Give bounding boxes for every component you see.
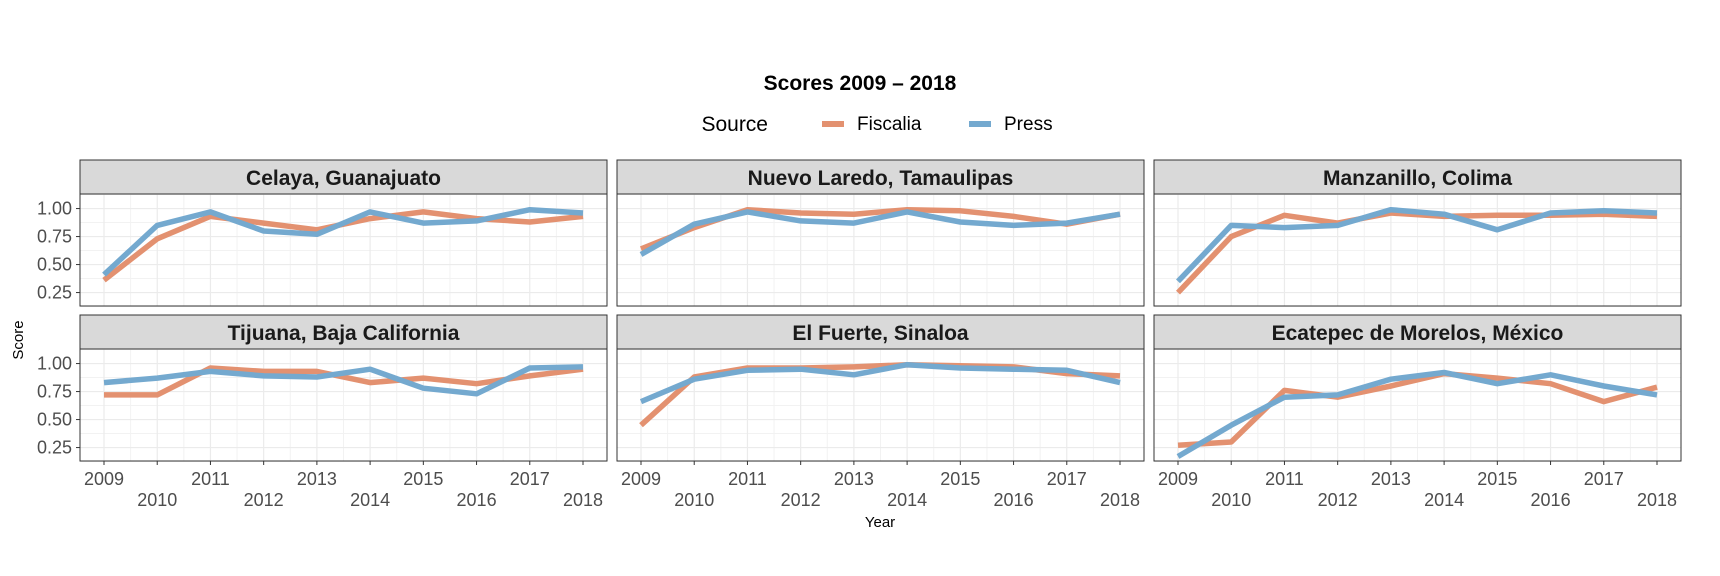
legend-title: Source [701, 113, 768, 136]
x-tick-label: 2016 [994, 490, 1034, 510]
series-line-press [1176, 206, 1658, 284]
y-tick-label: 0.75 [37, 382, 72, 402]
x-tick-label: 2015 [940, 469, 980, 489]
x-tick-label: 2013 [834, 469, 874, 489]
series-line-press [639, 361, 1121, 405]
x-tick-label: 2015 [403, 469, 443, 489]
x-tick-label: 2011 [728, 469, 767, 489]
facet-nuevo-laredo-tamaulipas: Nuevo Laredo, Tamaulipas [616, 159, 1145, 308]
x-tick-label: 2009 [1158, 469, 1198, 489]
legend-items: Fiscalia Press [822, 114, 1053, 135]
panel-border [616, 348, 1145, 462]
facet-title: Nuevo Laredo, Tamaulipas [748, 167, 1014, 190]
series-line-press [1176, 369, 1658, 459]
facet-title: Tijuana, Baja California [228, 322, 460, 345]
x-tick-label: 2017 [510, 469, 550, 489]
x-tick-label: 2009 [621, 469, 661, 489]
x-tick-label: 2012 [244, 490, 284, 510]
facet-title: Manzanillo, Colima [1323, 167, 1512, 190]
x-tick-label: 2014 [350, 490, 390, 510]
x-tick-label: 2009 [84, 469, 124, 489]
series-line-press [102, 206, 584, 277]
x-tick-label: 2010 [137, 490, 177, 510]
facet-celaya-guanajuato: Celaya, Guanajuato 0.25 0.50 0.75 1.00 [37, 159, 608, 308]
x-tick-label: 2014 [887, 490, 927, 510]
x-tick-label: 2010 [674, 490, 714, 510]
x-tick-label: 2011 [1265, 469, 1304, 489]
x-tick-label: 2011 [191, 469, 230, 489]
x-tick-label: 2017 [1047, 469, 1087, 489]
facet-strip [79, 314, 608, 350]
series-line-press [103, 364, 584, 397]
y-axis-title: Score [10, 320, 27, 359]
x-tick-label: 2012 [1318, 490, 1358, 510]
legend: Source Fiscalia Press [701, 113, 1052, 136]
x-tick-label: 2017 [1584, 469, 1624, 489]
legend-label-fiscalia: Fiscalia [857, 114, 922, 135]
panel-border [79, 193, 608, 307]
facet-strip [1153, 314, 1682, 350]
panel-border [1153, 348, 1682, 462]
y-tick-label: 0.50 [37, 255, 72, 275]
x-tick-label: 2010 [1211, 490, 1251, 510]
x-tick-label: 2018 [1637, 490, 1677, 510]
x-tick-label: 2016 [457, 490, 497, 510]
x-tick-label: 2014 [1424, 490, 1464, 510]
y-tick-label: 0.75 [37, 227, 72, 247]
chart-title: Scores 2009 – 2018 [764, 72, 957, 95]
panel-border [616, 193, 1145, 307]
x-tick-label: 2016 [1531, 490, 1571, 510]
x-tick-label: 2018 [563, 490, 603, 510]
panel-border [1153, 193, 1682, 307]
series-line-fiscalia [1177, 370, 1658, 449]
facet-tijuana-baja-california: Tijuana, Baja California 0.25 0.50 0.75 1.00… [37, 314, 608, 510]
x-axis-title: Year [865, 514, 895, 531]
x-tick-label: 2018 [1100, 490, 1140, 510]
facet-manzanillo-colima: Manzanillo, Colima [1153, 159, 1682, 308]
x-tick-label: 2013 [297, 469, 337, 489]
facet-title: Celaya, Guanajuato [246, 167, 441, 190]
series-line-press [639, 209, 1121, 257]
facet-panels: Celaya, Guanajuato 0.25 0.50 0.75 1.00 Nuevo … [37, 159, 1682, 510]
facet-ecatepec-de-morelos-mexico: Ecatepec de Morelos, México 2009 2010 2011 2… [1153, 314, 1682, 510]
facet-strip [616, 314, 1145, 350]
y-tick-label: 1.00 [37, 354, 72, 374]
facet-strip [616, 159, 1145, 195]
panel-border [79, 348, 608, 462]
facet-title: Ecatepec de Morelos, México [1272, 322, 1564, 345]
facet-el-fuerte-sinaloa: El Fuerte, Sinaloa 2009 2010 2011 2012 2013 20… [616, 314, 1145, 510]
legend-label-press: Press [1004, 114, 1053, 135]
x-tick-label: 2012 [781, 490, 821, 510]
facet-strip [79, 159, 608, 195]
x-tick-label: 2015 [1477, 469, 1517, 489]
y-tick-label: 0.25 [37, 283, 72, 303]
y-tick-label: 0.50 [37, 410, 72, 430]
y-tick-label: 1.00 [37, 199, 72, 219]
facet-title: El Fuerte, Sinaloa [792, 322, 969, 345]
x-tick-label: 2013 [1371, 469, 1411, 489]
y-tick-label: 0.25 [37, 438, 72, 458]
